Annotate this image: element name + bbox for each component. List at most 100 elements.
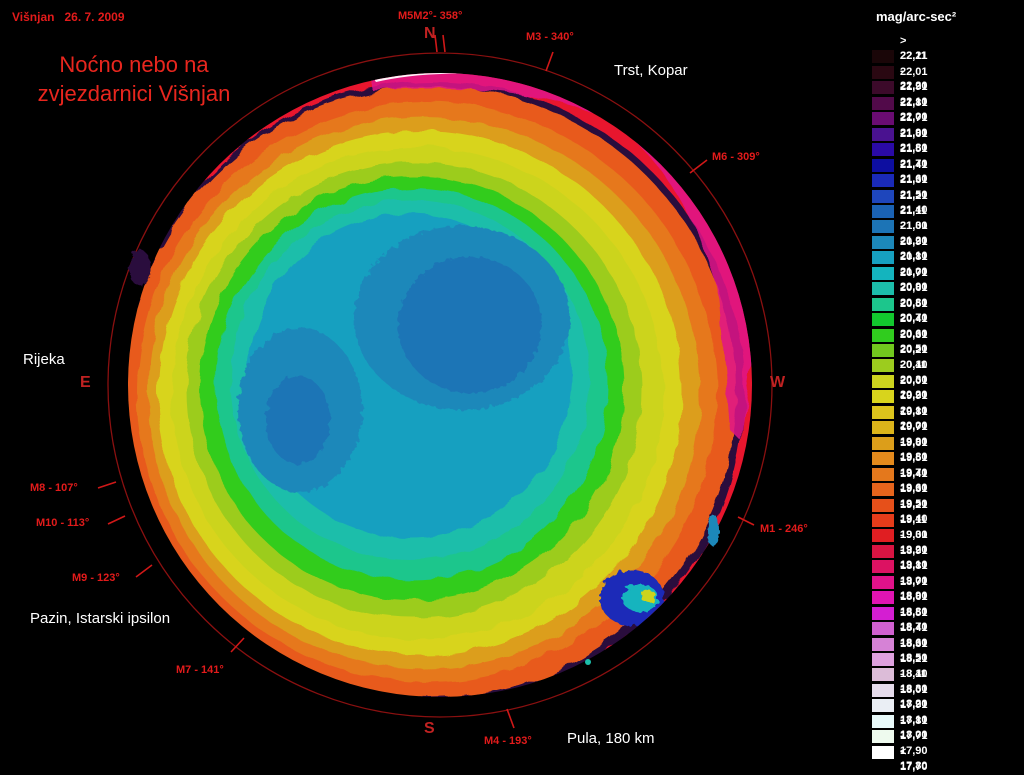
legend-swatch xyxy=(872,127,894,141)
legend-label: 22,11 - 22,20 xyxy=(900,50,928,93)
marker-label-m10: M10 - 113° xyxy=(36,517,90,529)
legend-label: 21,41 - 21,50 xyxy=(900,158,928,201)
legend-label: 20,61 - 20,70 xyxy=(900,282,928,325)
legend-swatch xyxy=(872,436,894,450)
legend-label: 18,41 - 18,50 xyxy=(900,622,928,665)
legend-swatch xyxy=(872,235,894,249)
marker-label-m7: M7 - 141° xyxy=(176,664,224,676)
legend-swatch xyxy=(872,328,894,342)
legend-label: 18,81 - 18,90 xyxy=(900,560,928,603)
place-date-label: Višnjan 26. 7. 2009 xyxy=(12,10,125,24)
legend-label: > 22,21 xyxy=(900,35,928,62)
legend-swatch xyxy=(872,189,894,203)
legend-label: 19,51 - 19,60 xyxy=(900,452,928,495)
legend-title: mag/arc-sec² xyxy=(876,9,957,24)
legend-label: 19,11 - 19,20 xyxy=(900,513,928,556)
tick-m7 xyxy=(230,637,245,653)
dark-east-core xyxy=(266,376,330,464)
legend-label: 18,31 - 18,40 xyxy=(900,637,928,680)
legend-swatch xyxy=(872,575,894,589)
place-label-pazin: Pazin, Istarski ipsilon xyxy=(30,610,171,627)
legend-swatch xyxy=(872,50,894,64)
legend-swatch xyxy=(872,174,894,188)
legend-label: 20,01 - 20,10 xyxy=(900,374,928,417)
legend-swatch xyxy=(872,714,894,728)
legend-label: 19,31 - 19,40 xyxy=(900,483,928,526)
legend-label: 21,01 - 21,10 xyxy=(900,220,928,263)
legend-label: < 17,70 xyxy=(900,745,928,773)
marker-label-m3: M3 - 340° xyxy=(526,31,574,43)
legend-swatch xyxy=(872,668,894,682)
legend-label: 21,71 - 21,80 xyxy=(900,112,928,155)
legend-swatch xyxy=(872,591,894,605)
tick-m9 xyxy=(135,564,153,578)
horizon-circle xyxy=(107,52,773,718)
place-label-rijeka: Rijeka xyxy=(23,351,65,368)
legend-swatch xyxy=(872,529,894,543)
legend-swatch xyxy=(872,421,894,435)
legend-label: 19,91 - 20,00 xyxy=(900,390,928,433)
legend-label: 18,71 - 18,80 xyxy=(900,575,928,618)
legend-swatch xyxy=(872,220,894,234)
direction-east: E xyxy=(80,374,91,391)
legend-swatch xyxy=(872,344,894,357)
legend-swatch xyxy=(872,390,894,404)
page-title: Noćno nebo na zvjezdarnici Višnjan xyxy=(18,50,250,108)
tick-m1 xyxy=(737,516,755,526)
place-label-pula: Pula, 180 km xyxy=(567,730,655,747)
legend-swatch xyxy=(872,374,894,388)
dark-zenith-core xyxy=(398,257,542,393)
legend-swatch xyxy=(872,35,894,48)
legend-swatch xyxy=(872,498,894,512)
tick-m10 xyxy=(107,515,126,525)
legend-label: 21,11 - 21,20 xyxy=(900,204,928,247)
legend-swatch xyxy=(872,653,894,666)
legend-swatch xyxy=(872,699,894,713)
marker-label-m5m2: M5M2°- 358° xyxy=(398,10,463,22)
legend-label: 18,21 - 18,30 xyxy=(900,653,928,695)
legend-swatch xyxy=(872,452,894,466)
tick-m6 xyxy=(689,159,708,174)
legend-swatch xyxy=(872,560,894,574)
legend-swatch xyxy=(872,483,894,497)
brightest-north-glow xyxy=(372,73,478,82)
legend-swatch xyxy=(872,544,894,558)
legend-label: 19,71 - 19,80 xyxy=(900,421,928,464)
legend-swatch xyxy=(872,65,894,79)
legend-label: 19,01 - 19,10 xyxy=(900,529,928,572)
legend-label: 20,21 - 20,30 xyxy=(900,344,928,386)
direction-south: S xyxy=(424,720,435,737)
legend-swatch xyxy=(872,683,894,697)
marker-label-m9: M9 - 123° xyxy=(72,572,120,584)
tick-m5m2 xyxy=(434,34,438,53)
horizon-obstruction xyxy=(129,250,151,286)
legend-swatch xyxy=(872,112,894,126)
legend-label: 17,81 - 17,90 xyxy=(900,714,928,757)
legend-swatch xyxy=(872,204,894,218)
horizon-obstruction xyxy=(707,514,719,546)
marker-label-m8: M8 - 107° xyxy=(30,482,78,494)
legend-swatch xyxy=(872,467,894,481)
legend-label: 19,41 - 19,50 xyxy=(900,467,928,510)
legend-label: 19,81 - 19,90 xyxy=(900,405,928,448)
marker-label-m6: M6 - 309° xyxy=(712,151,760,163)
legend-label: 21,21 - 21,30 xyxy=(900,189,928,232)
direction-west: W xyxy=(770,374,786,391)
legend-swatch xyxy=(872,96,894,110)
legend-label: 21,31 - 21,40 xyxy=(900,174,928,217)
marker-label-m1: M1 - 246° xyxy=(760,523,808,535)
marker-label-m4: M4 - 193° xyxy=(484,735,532,747)
legend-swatch xyxy=(872,637,894,651)
legend-label: 20,91 - 21,00 xyxy=(900,235,928,278)
legend-label: 18,11 - 18,20 xyxy=(900,668,928,711)
legend-swatch xyxy=(872,405,894,419)
legend-label: 18,91 - 19,00 xyxy=(900,544,928,587)
title-line-1: Noćno nebo na xyxy=(59,52,209,77)
legend-label: 22,01 - 22,10 xyxy=(900,65,928,108)
legend-swatch xyxy=(872,359,894,373)
legend-label: 20,41 - 20,50 xyxy=(900,313,928,356)
legend-swatch xyxy=(872,81,894,95)
legend-label: 21,51 - 21,60 xyxy=(900,143,928,186)
